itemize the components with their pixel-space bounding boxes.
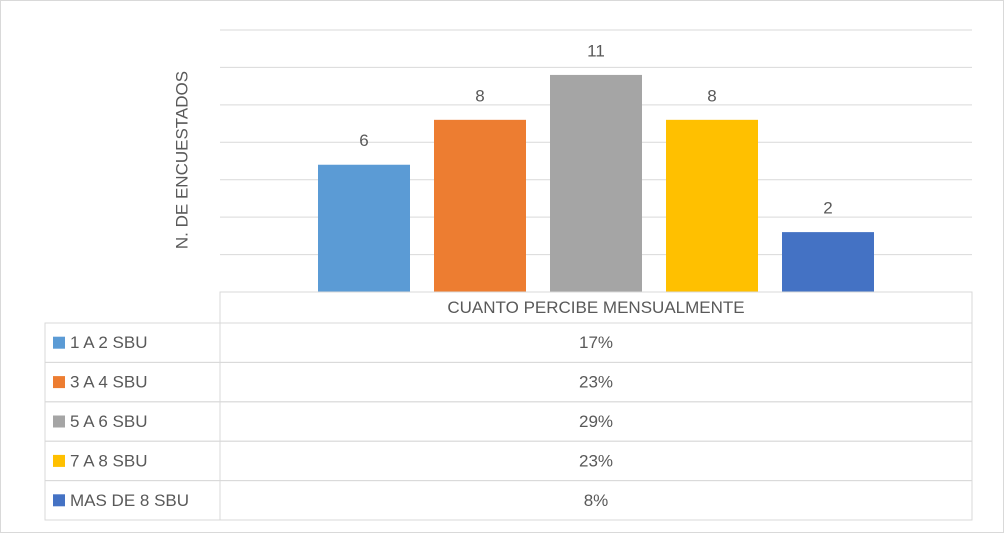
- data-label: 8: [475, 86, 484, 105]
- data-label: 2: [823, 199, 832, 218]
- table-value-cell: [219, 480, 973, 521]
- legend-swatch: [53, 494, 65, 507]
- bar: [434, 119, 526, 292]
- legend-label: 1 A 2 SBU: [70, 333, 148, 352]
- data-label: 8: [707, 86, 716, 105]
- legend-swatch: [53, 454, 65, 467]
- bar: [318, 164, 410, 292]
- legend-swatch: [53, 415, 65, 428]
- table-value: 23%: [579, 373, 613, 392]
- category-label: CUANTO PERCIBE MENSUALMENTE: [447, 298, 744, 317]
- legend-label: 5 A 6 SBU: [70, 412, 148, 431]
- table-value: 17%: [579, 333, 613, 352]
- y-axis-label: N. DE ENCUESTADOS: [172, 71, 191, 249]
- bar: [550, 74, 642, 293]
- legend-label: 7 A 8 SBU: [70, 451, 148, 470]
- bar: [666, 119, 758, 292]
- data-label: 11: [587, 41, 605, 60]
- legend-label: 3 A 4 SBU: [70, 373, 148, 392]
- legend-swatch: [53, 376, 65, 389]
- bar: [782, 232, 874, 292]
- legend-label: MAS DE 8 SBU: [70, 491, 189, 510]
- table-value: 29%: [579, 412, 613, 431]
- data-label: 6: [359, 131, 368, 150]
- table-value: 8%: [584, 491, 609, 510]
- legend-swatch: [53, 336, 65, 349]
- table-value: 23%: [579, 451, 613, 470]
